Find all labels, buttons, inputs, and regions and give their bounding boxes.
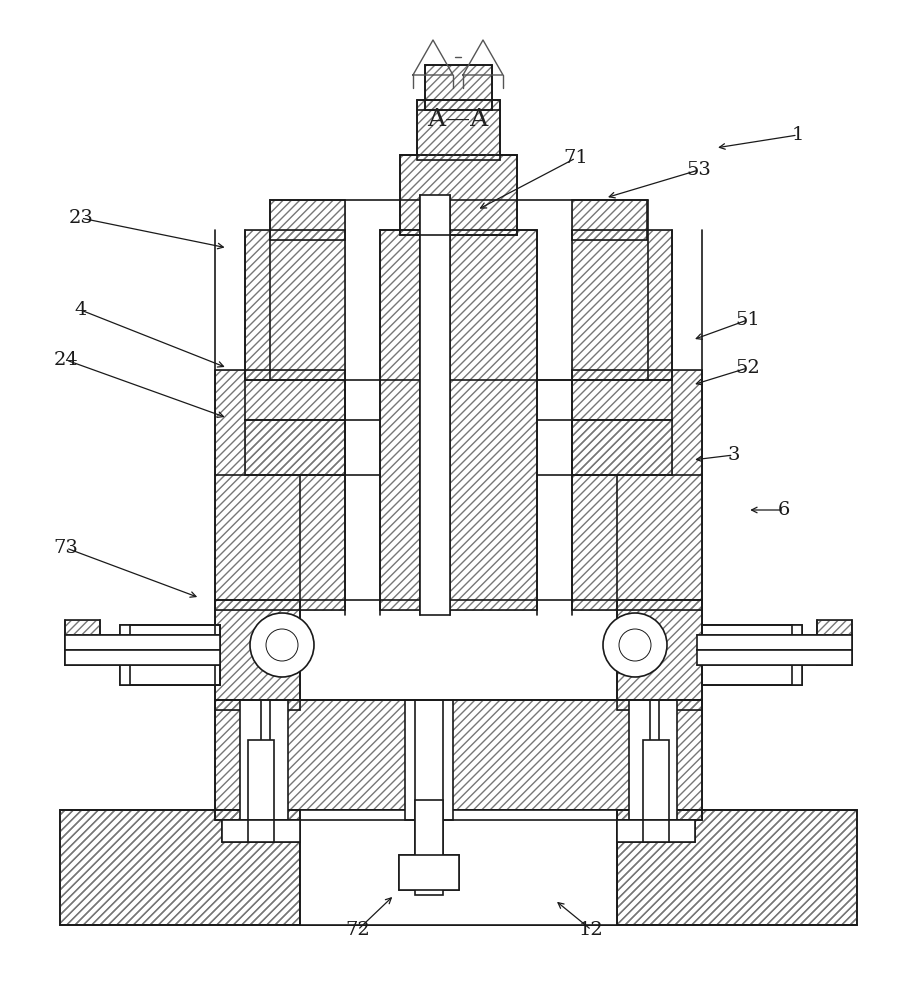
Bar [120, 625, 220, 685]
Bar [643, 820, 669, 842]
Bar [702, 625, 792, 685]
Bar [245, 230, 345, 380]
Bar [415, 800, 443, 895]
Bar [425, 65, 492, 110]
Bar [120, 625, 220, 685]
Bar [572, 200, 647, 240]
Bar [215, 370, 345, 610]
Bar [65, 635, 220, 650]
Circle shape [603, 613, 667, 677]
Bar [245, 420, 345, 475]
Bar [400, 155, 517, 235]
Circle shape [619, 629, 651, 661]
Bar [617, 820, 695, 842]
Bar [417, 100, 500, 160]
Bar [817, 620, 852, 665]
Text: 52: 52 [735, 359, 759, 377]
Bar [400, 155, 517, 235]
Bar [617, 600, 702, 710]
Text: 73: 73 [53, 539, 79, 557]
Text: 6: 6 [778, 501, 790, 519]
Bar [702, 625, 802, 685]
Bar [270, 200, 345, 240]
Text: 23: 23 [68, 209, 94, 227]
Bar [215, 700, 702, 820]
Bar [617, 810, 857, 925]
Text: A—A: A—A [427, 108, 489, 131]
Bar [643, 740, 669, 825]
Bar [215, 600, 300, 710]
Bar [405, 700, 453, 820]
Bar [248, 740, 274, 825]
Bar [240, 700, 288, 820]
Bar [215, 700, 702, 820]
Bar [697, 635, 852, 650]
Bar [60, 810, 857, 925]
Bar [65, 620, 100, 665]
Bar [65, 620, 100, 665]
Text: 53: 53 [686, 161, 712, 179]
Bar [65, 650, 220, 665]
Text: 71: 71 [564, 149, 588, 167]
Bar [817, 620, 852, 665]
Bar [60, 810, 300, 925]
Text: 1: 1 [791, 126, 804, 144]
Bar [300, 810, 617, 925]
Text: 24: 24 [54, 351, 78, 369]
Bar [380, 230, 537, 610]
Text: 4: 4 [74, 301, 87, 319]
Bar [380, 230, 537, 610]
Bar [617, 600, 702, 710]
Bar [215, 600, 300, 710]
Bar [130, 625, 220, 685]
Bar [702, 625, 792, 685]
Bar [245, 230, 345, 380]
Bar [572, 200, 647, 240]
Bar [120, 625, 220, 685]
Bar [417, 100, 500, 160]
Bar [60, 810, 857, 925]
Text: 12: 12 [580, 921, 603, 939]
Bar [572, 370, 702, 610]
Bar [572, 420, 672, 475]
Bar [215, 370, 345, 610]
Bar [617, 810, 857, 925]
Bar [248, 820, 274, 842]
Circle shape [266, 629, 298, 661]
Bar [702, 625, 802, 685]
Text: 3: 3 [727, 446, 740, 464]
Bar [420, 195, 450, 615]
Bar [399, 855, 459, 890]
Text: 72: 72 [346, 921, 370, 939]
Text: 51: 51 [735, 311, 759, 329]
Bar [222, 820, 300, 842]
Bar [245, 420, 345, 475]
Bar [130, 625, 220, 685]
Bar [400, 155, 517, 235]
Bar [702, 625, 802, 685]
Bar [572, 230, 672, 380]
Bar [60, 810, 300, 925]
Bar [270, 200, 345, 240]
Bar [572, 230, 672, 380]
Bar [697, 650, 852, 665]
Bar [572, 420, 672, 475]
Bar [425, 65, 492, 110]
Bar [629, 700, 677, 820]
Bar [572, 370, 702, 610]
Circle shape [250, 613, 314, 677]
